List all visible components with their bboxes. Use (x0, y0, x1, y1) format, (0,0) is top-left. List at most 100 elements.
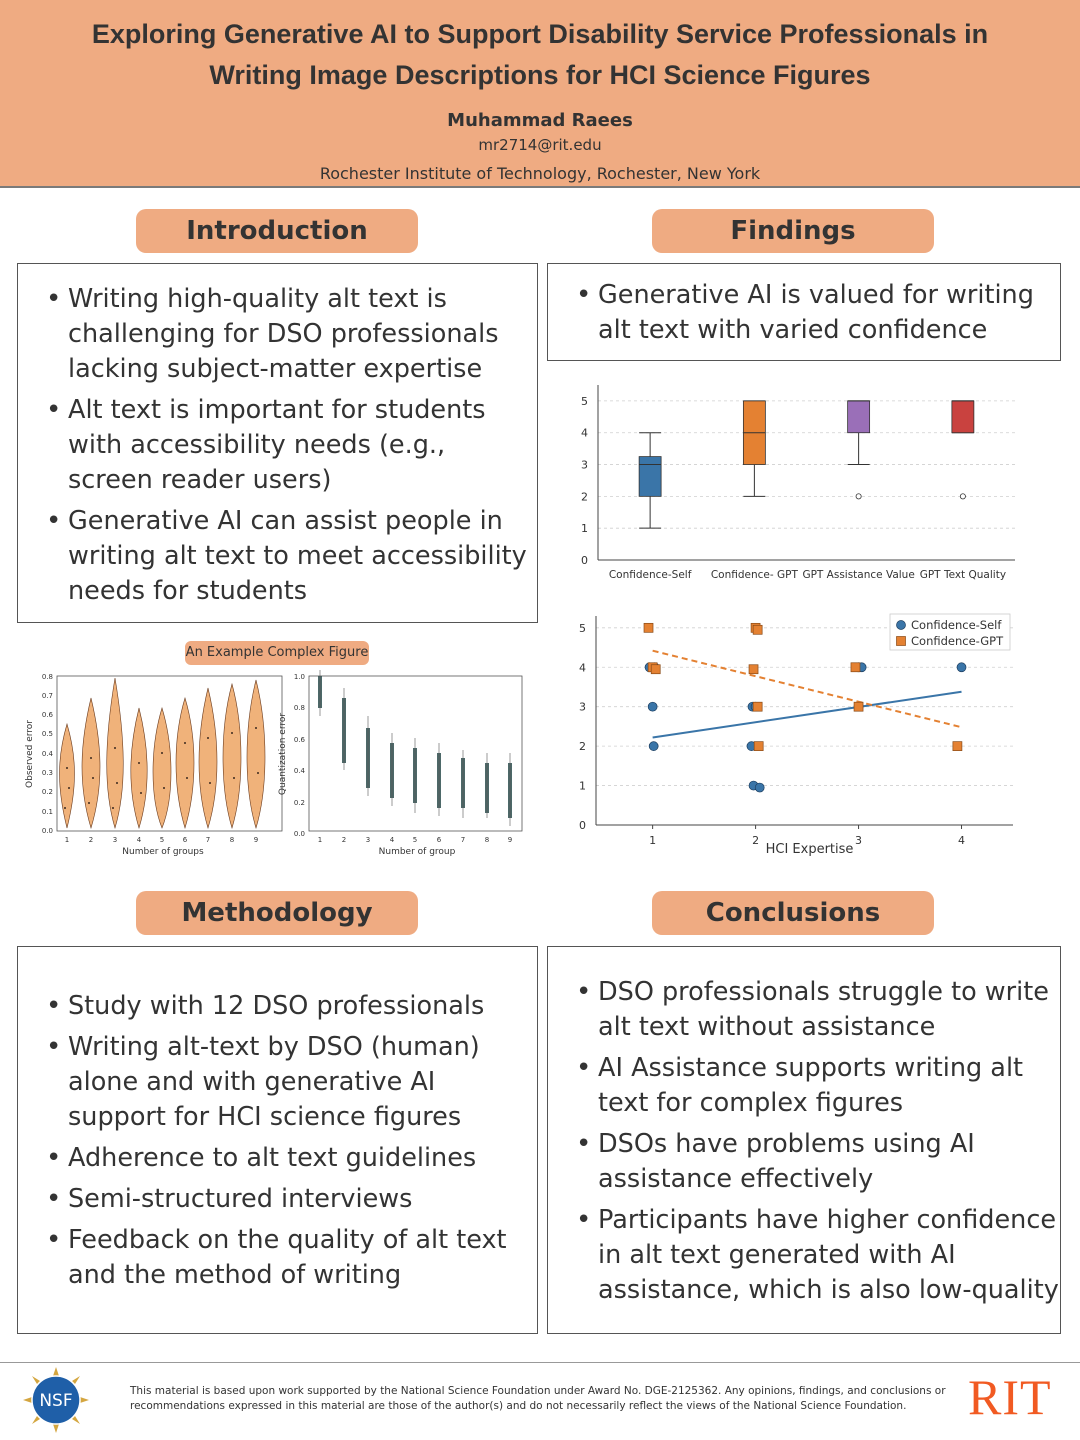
data-point-confidence-self (754, 782, 765, 793)
rit-logo: RIT (968, 1369, 1052, 1425)
svg-text:Number of group: Number of group (379, 847, 456, 857)
svg-text:9: 9 (508, 836, 512, 844)
methodology-bullet: Writing alt-text by DSO (human) alone an… (18, 1030, 537, 1135)
methodology-bullet: Semi-structured interviews (18, 1182, 537, 1217)
conclusions-bullet: AI Assistance supports writing alt text … (548, 1051, 1060, 1121)
y-tick-label: 0 (579, 819, 586, 832)
svg-text:1.0: 1.0 (294, 673, 305, 681)
svg-text:0.2: 0.2 (294, 799, 305, 807)
poster-title: Exploring Generative AI to Support Disab… (60, 14, 1020, 96)
y-tick-label: 3 (579, 701, 586, 714)
methodology-box: Study with 12 DSO professionals Writing … (17, 946, 538, 1334)
y-tick-label: 2 (579, 740, 586, 753)
legend-label: Confidence-GPT (911, 634, 1004, 648)
y-tick-label: 1 (579, 780, 586, 793)
conclusions-list: DSO professionals struggle to write alt … (548, 975, 1060, 1308)
svg-text:0.6: 0.6 (294, 736, 306, 744)
conclusions-bullet: DSOs have problems using AI assistance e… (548, 1127, 1060, 1197)
category-label: GPT Assistance Value (802, 569, 914, 581)
title-line-1: Exploring Generative AI to Support Disab… (91, 19, 989, 49)
strip-plot: 1.0 0.8 0.6 0.4 0.2 0.0 1 2 3 4 5 6 7 8 9 Number… (278, 670, 523, 857)
methodology-bullet: Study with 12 DSO professionals (18, 989, 537, 1024)
data-point-confidence-gpt (952, 741, 963, 751)
data-point-confidence-gpt (853, 701, 864, 712)
svg-text:0.4: 0.4 (294, 767, 306, 775)
conclusions-bullet: DSO professionals struggle to write alt … (548, 975, 1060, 1045)
svg-text:8: 8 (230, 836, 234, 844)
data-point-confidence-self (648, 741, 659, 751)
data-point-confidence-gpt (748, 664, 759, 675)
x-tick-label: 3 (855, 834, 862, 847)
outlier-point (855, 493, 862, 500)
svg-text:0.2: 0.2 (42, 788, 53, 796)
svg-text:0.1: 0.1 (42, 808, 53, 816)
data-point-confidence-gpt (752, 624, 763, 635)
violin-plot: 0.0 0.1 0.2 0.3 0.4 0.5 0.6 0.7 0.8 1 2 3 4… (25, 673, 283, 857)
poster-header: Exploring Generative AI to Support Disab… (0, 0, 1080, 188)
funding-disclaimer: This material is based upon work support… (130, 1385, 946, 1412)
svg-text:0.7: 0.7 (42, 692, 53, 700)
author-email: mr2714@rit.edu (478, 136, 602, 154)
title-line-2: Writing Image Descriptions for HCI Scien… (209, 60, 871, 90)
legend-marker (896, 636, 906, 646)
y-tick-label: 1 (581, 522, 588, 535)
legend-marker (896, 620, 906, 630)
svg-text:4: 4 (137, 836, 142, 844)
svg-text:2: 2 (89, 836, 93, 844)
y-tick-label: 0 (581, 554, 588, 567)
y-tick-label: 4 (579, 661, 586, 674)
y-tick-label: 2 (581, 490, 588, 503)
outlier-point (959, 493, 966, 500)
svg-text:Number of groups: Number of groups (122, 847, 204, 857)
scatter-plot-chart: 0 1 2 3 4 5 1 2 3 4 HCI Expertise Confidence-Self Co… (579, 613, 1013, 857)
data-point-confidence-gpt (753, 741, 764, 751)
box (847, 400, 871, 434)
methodology-list: Study with 12 DSO professionals Writing … (18, 989, 537, 1293)
svg-text:0.4: 0.4 (42, 750, 54, 758)
box (951, 400, 975, 434)
svg-text:0.3: 0.3 (42, 769, 53, 777)
box (638, 456, 662, 497)
category-label: Confidence- GPT (711, 569, 799, 581)
data-point-confidence-self (647, 701, 658, 712)
category-label: Confidence-Self (609, 569, 692, 581)
author-institution: Rochester Institute of Technology, Roche… (319, 164, 761, 183)
introduction-bullet: Generative AI can assist people in writi… (18, 504, 537, 609)
x-tick-label: 4 (958, 834, 965, 847)
svg-text:8: 8 (485, 836, 489, 844)
example-figure-label: An Example Complex Figure (185, 641, 369, 665)
svg-text:Quantization error: Quantization error (278, 713, 288, 795)
findings-heading: Findings (652, 209, 934, 253)
findings-bullet: Generative AI is valued for writing alt … (548, 278, 1060, 348)
x-tick-label: 1 (649, 834, 656, 847)
trend-line (652, 649, 962, 729)
svg-text:6: 6 (437, 836, 442, 844)
x-axis-label: HCI Expertise (766, 842, 854, 857)
nsf-logo-icon: NSF (23, 1367, 89, 1433)
svg-text:0.0: 0.0 (42, 827, 53, 835)
data-point-confidence-gpt (850, 662, 861, 673)
example-complex-figure: 0.0 0.1 0.2 0.3 0.4 0.5 0.6 0.7 0.8 1 2 3 4… (25, 670, 523, 857)
findings-box: Generative AI is valued for writing alt … (547, 263, 1061, 361)
svg-text:7: 7 (461, 836, 465, 844)
svg-text:Observed error: Observed error (25, 720, 35, 788)
conclusions-bullet: Participants have higher confidence in a… (548, 1203, 1060, 1308)
y-tick-label: 3 (581, 459, 588, 472)
data-point-confidence-gpt (643, 622, 654, 633)
author-name: Muhammad Raees (447, 110, 633, 131)
svg-text:6: 6 (183, 836, 188, 844)
svg-text:0.8: 0.8 (294, 704, 305, 712)
y-tick-label: 5 (581, 395, 588, 408)
introduction-bullet: Writing high-quality alt text is challen… (18, 282, 537, 387)
trend-line (652, 690, 962, 739)
data-point-confidence-gpt (752, 701, 763, 712)
svg-text:NSF: NSF (39, 1391, 72, 1411)
legend (889, 613, 1011, 651)
introduction-bullet: Alt text is important for students with … (18, 393, 537, 498)
findings-list: Generative AI is valued for writing alt … (548, 278, 1060, 348)
svg-text:1: 1 (65, 836, 69, 844)
svg-text:2: 2 (342, 836, 346, 844)
introduction-heading: Introduction (136, 209, 418, 253)
conclusions-box: DSO professionals struggle to write alt … (547, 946, 1061, 1334)
y-tick-label: 5 (579, 622, 586, 635)
